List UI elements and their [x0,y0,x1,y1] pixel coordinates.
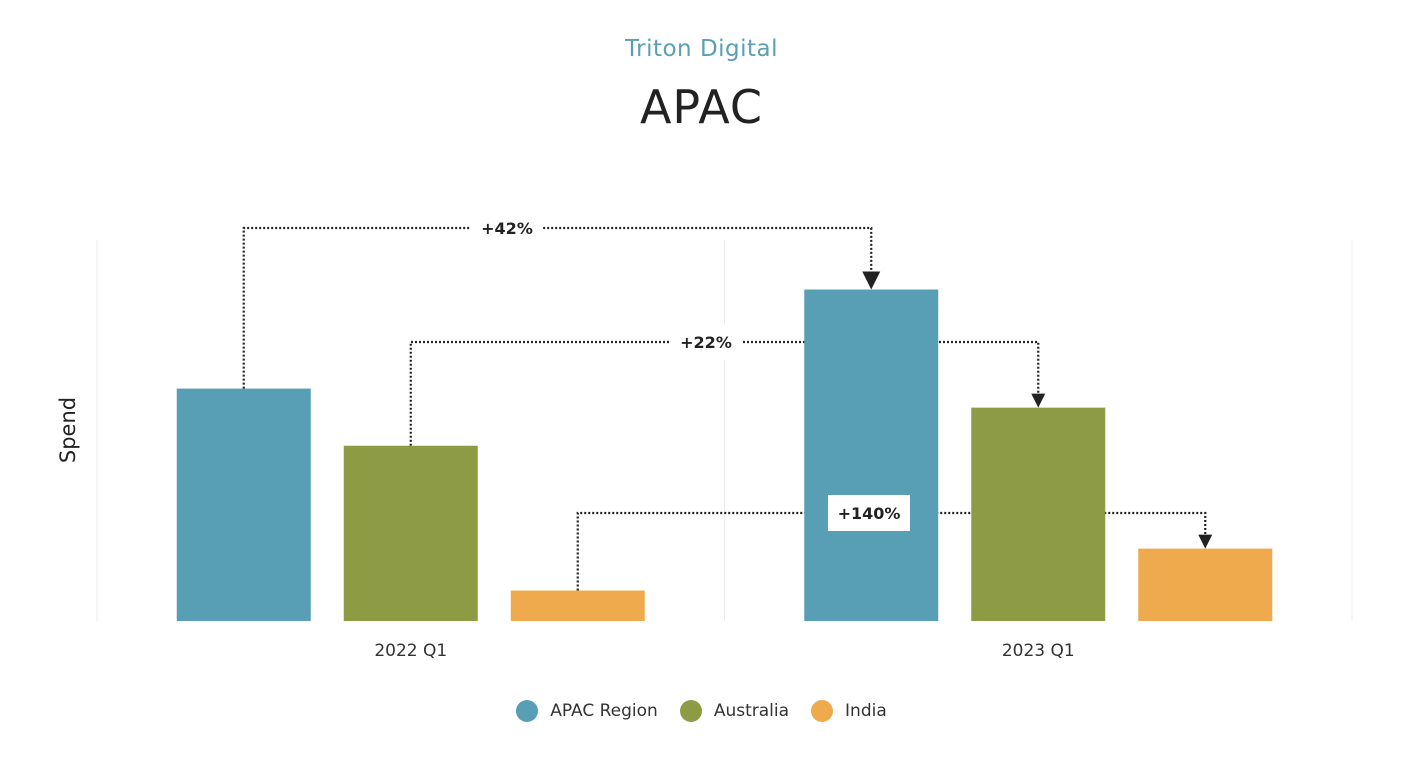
change-label-box [828,495,910,531]
bar-india-0 [510,590,645,621]
chart-subtitle: Triton Digital [624,36,779,62]
change-label: +22% [680,333,732,352]
legend-item: Australia [679,700,790,722]
change-label: +140% [838,504,901,523]
arrow-head-icon [862,271,881,290]
change-label-box [670,324,742,360]
legend-swatch-icon [811,700,834,722]
arrow-head-icon [1198,534,1213,549]
change-label-box [471,210,543,246]
legend-item: India [811,700,887,722]
change-labels: +42% +22% +140% [471,210,910,531]
chart-title: APAC [639,80,764,134]
y-axis-label: Spend [56,397,80,463]
legend-label: Australia [713,701,790,721]
bar-australia-1 [971,407,1106,621]
legend-label: India [845,701,887,721]
change-label: +42% [481,219,533,238]
bar-apac-region-0 [176,388,311,621]
bar-apac-region-1 [804,289,939,621]
x-tick-label: 2023 Q1 [1002,641,1075,661]
legend: APAC Region Australia India [0,700,1403,722]
arrow-head-icon [1031,393,1046,408]
x-tick-labels: 2022 Q1 2023 Q1 [374,641,1074,661]
bars [176,289,1273,621]
legend-swatch-icon [679,700,702,722]
bar-india-1 [1138,548,1273,621]
x-tick-label: 2022 Q1 [374,641,447,661]
legend-swatch-icon [516,700,539,722]
legend-item: APAC Region [516,700,658,722]
legend-label: APAC Region [550,701,658,721]
bar-australia-0 [343,445,478,621]
category-dividers [96,240,1353,621]
connector-line [242,226,873,389]
